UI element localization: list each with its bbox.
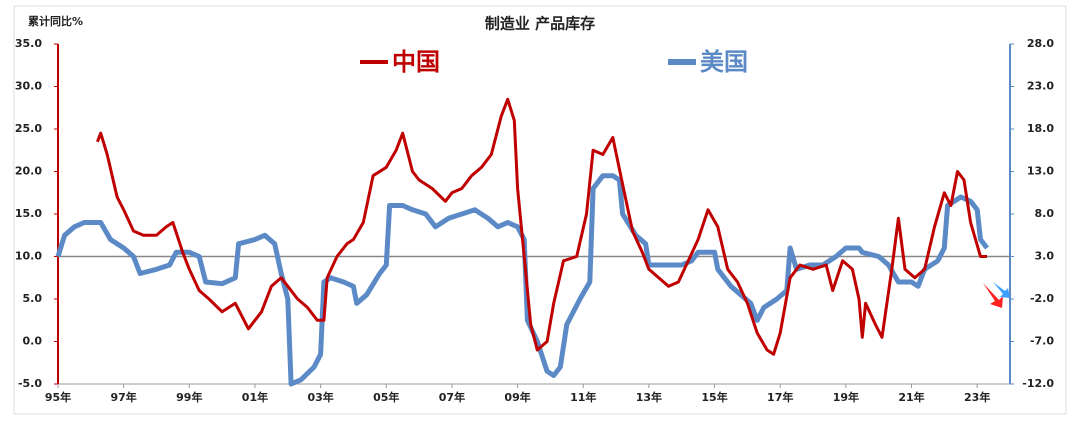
x-tick-label: 05年 bbox=[373, 390, 399, 404]
x-tick-label: 23年 bbox=[964, 390, 990, 404]
chart-title: 制造业 产品库存 bbox=[485, 15, 595, 33]
legend-label: 中国 bbox=[392, 48, 440, 76]
y-tick-label: 35.0 bbox=[15, 37, 42, 50]
x-tick-label: 95年 bbox=[45, 390, 71, 404]
legend-label: 美国 bbox=[700, 48, 748, 76]
x-tick-label: 21年 bbox=[898, 390, 924, 404]
y-axis-label: 累计同比% bbox=[28, 14, 83, 28]
y2-tick-label: 8.0 bbox=[1035, 207, 1055, 220]
y-tick-label: -5.0 bbox=[18, 377, 42, 390]
blue-arrow bbox=[993, 282, 1010, 298]
y-tick-label: 5.0 bbox=[23, 292, 43, 305]
series-line bbox=[55, 173, 989, 387]
red-arrow bbox=[983, 283, 1003, 308]
y2-tick-label: 13.0 bbox=[1027, 165, 1054, 178]
chart-frame bbox=[13, 5, 1067, 415]
y2-tick-label: 18.0 bbox=[1027, 122, 1054, 135]
x-tick-label: 13年 bbox=[636, 390, 662, 404]
legend: 中国 美国 bbox=[360, 48, 748, 76]
y-tick-label: 15.0 bbox=[15, 207, 42, 220]
x-tick-label: 19年 bbox=[833, 390, 859, 404]
x-tick-label: 15年 bbox=[701, 390, 727, 404]
y2-tick-label: -12.0 bbox=[1022, 377, 1054, 390]
x-tick-label: 01年 bbox=[242, 390, 268, 404]
x-tick-label: 09年 bbox=[504, 390, 530, 404]
y2-tick-label: 3.0 bbox=[1035, 250, 1055, 263]
y-tick-label: 20.0 bbox=[15, 165, 42, 178]
x-tick-label: 03年 bbox=[307, 390, 333, 404]
x-tick-label: 17年 bbox=[767, 390, 793, 404]
series-line bbox=[95, 97, 987, 356]
y-tick-label: 10.0 bbox=[15, 250, 42, 263]
x-tick-label: 07年 bbox=[439, 390, 465, 404]
y-tick-label: 30.0 bbox=[15, 80, 42, 93]
y2-tick-label: 23.0 bbox=[1027, 80, 1054, 93]
x-tick-label: 97年 bbox=[110, 390, 136, 404]
y-tick-label: 0.0 bbox=[23, 335, 43, 348]
y-tick-label: 25.0 bbox=[15, 122, 42, 135]
y2-tick-label: 28.0 bbox=[1027, 37, 1054, 50]
y2-tick-label: -2.0 bbox=[1030, 292, 1054, 305]
x-tick-label: 99年 bbox=[176, 390, 202, 404]
x-tick-label: 11年 bbox=[570, 390, 596, 404]
y2-tick-label: -7.0 bbox=[1030, 335, 1054, 348]
